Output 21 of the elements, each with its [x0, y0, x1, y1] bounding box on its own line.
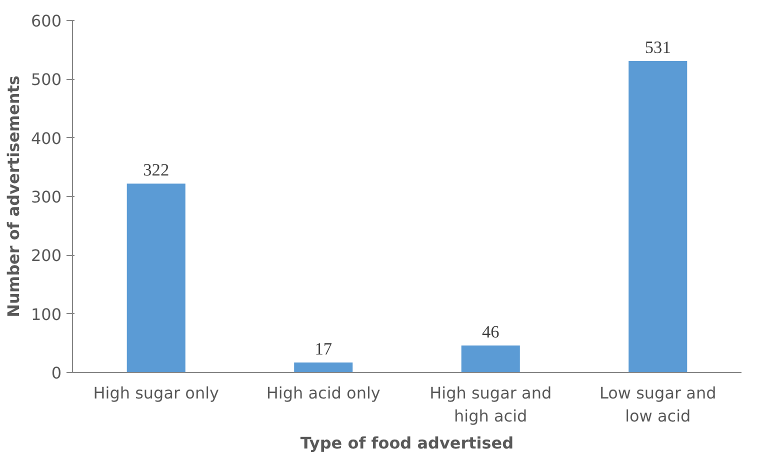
- y-tick-label: 500: [30, 70, 62, 90]
- bar: [294, 362, 353, 372]
- y-tick-label: 100: [30, 304, 62, 324]
- y-tick-label: 300: [30, 188, 62, 206]
- x-tick-label: High sugar and high acid: [430, 384, 552, 426]
- x-tick-label: Low sugar and low acid: [599, 384, 716, 426]
- bar: [126, 184, 186, 372]
- data-label: 46: [482, 322, 500, 342]
- x-tick-label: High sugar only: [93, 384, 220, 402]
- bar: [628, 60, 688, 372]
- y-tick-label: 600: [30, 12, 62, 30]
- data-label: 531: [644, 38, 671, 57]
- y-tick-label: 400: [30, 128, 62, 148]
- x-axis-title: Type of food advertised: [300, 433, 514, 452]
- y-axis-title: Number of advertisements: [4, 76, 23, 318]
- data-label: 322: [143, 160, 170, 180]
- data-label: 17: [314, 340, 332, 359]
- y-tick-label: 200: [30, 246, 62, 266]
- y-tick-label: 0: [51, 364, 62, 382]
- bar: [461, 346, 520, 372]
- x-tick-label: High acid only: [266, 384, 380, 402]
